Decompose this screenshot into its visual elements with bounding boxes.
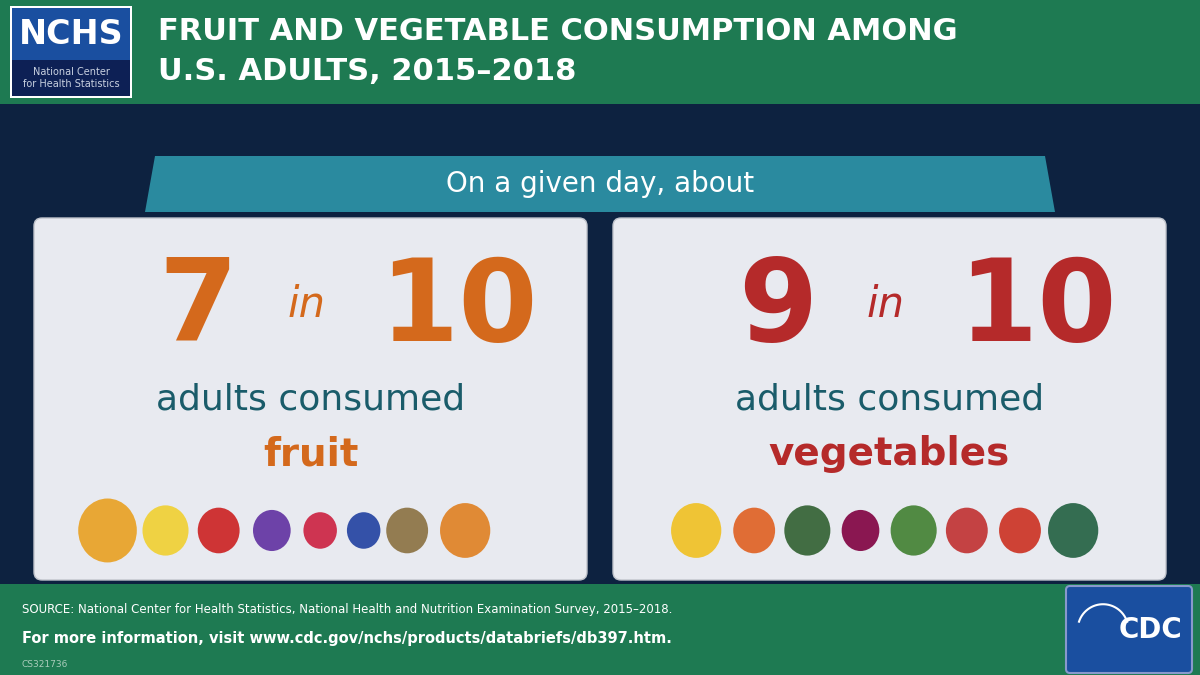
Ellipse shape bbox=[440, 503, 491, 558]
Bar bbox=[12, 60, 130, 96]
Ellipse shape bbox=[946, 508, 988, 554]
Text: 10: 10 bbox=[379, 254, 538, 364]
Ellipse shape bbox=[1048, 503, 1098, 558]
Ellipse shape bbox=[198, 508, 240, 554]
Text: NCHS: NCHS bbox=[19, 18, 124, 51]
Bar bbox=[0, 0, 1200, 104]
Text: CS321736: CS321736 bbox=[22, 659, 68, 668]
Ellipse shape bbox=[1000, 508, 1040, 554]
Ellipse shape bbox=[890, 506, 937, 556]
Text: adults consumed: adults consumed bbox=[734, 382, 1044, 416]
Text: adults consumed: adults consumed bbox=[156, 382, 466, 416]
Text: On a given day, about: On a given day, about bbox=[446, 170, 754, 198]
Ellipse shape bbox=[785, 506, 830, 556]
Bar bbox=[0, 584, 1200, 675]
Text: 7: 7 bbox=[158, 254, 238, 364]
Ellipse shape bbox=[347, 512, 380, 549]
FancyBboxPatch shape bbox=[34, 218, 587, 580]
Ellipse shape bbox=[253, 510, 290, 551]
Bar bbox=[10, 6, 132, 98]
Text: in: in bbox=[866, 284, 905, 326]
Bar bbox=[12, 8, 130, 60]
Ellipse shape bbox=[304, 512, 337, 549]
FancyBboxPatch shape bbox=[613, 218, 1166, 580]
Ellipse shape bbox=[671, 503, 721, 558]
Text: 10: 10 bbox=[958, 254, 1116, 364]
FancyBboxPatch shape bbox=[1066, 586, 1192, 673]
Text: U.S. ADULTS, 2015–2018: U.S. ADULTS, 2015–2018 bbox=[158, 57, 576, 86]
Text: 9: 9 bbox=[738, 254, 817, 364]
Text: National Center
for Health Statistics: National Center for Health Statistics bbox=[23, 68, 119, 89]
Polygon shape bbox=[145, 156, 1055, 212]
Ellipse shape bbox=[78, 499, 137, 562]
Text: in: in bbox=[288, 284, 325, 326]
Ellipse shape bbox=[143, 506, 188, 556]
Text: FRUIT AND VEGETABLE CONSUMPTION AMONG: FRUIT AND VEGETABLE CONSUMPTION AMONG bbox=[158, 18, 958, 47]
Text: For more information, visit www.cdc.gov/nchs/products/databriefs/db397.htm.: For more information, visit www.cdc.gov/… bbox=[22, 631, 672, 646]
Ellipse shape bbox=[841, 510, 880, 551]
Text: CDC: CDC bbox=[1118, 616, 1182, 643]
Text: fruit: fruit bbox=[263, 435, 358, 473]
Ellipse shape bbox=[733, 508, 775, 554]
Text: vegetables: vegetables bbox=[769, 435, 1010, 473]
Text: SOURCE: National Center for Health Statistics, National Health and Nutrition Exa: SOURCE: National Center for Health Stati… bbox=[22, 603, 672, 616]
Ellipse shape bbox=[386, 508, 428, 554]
